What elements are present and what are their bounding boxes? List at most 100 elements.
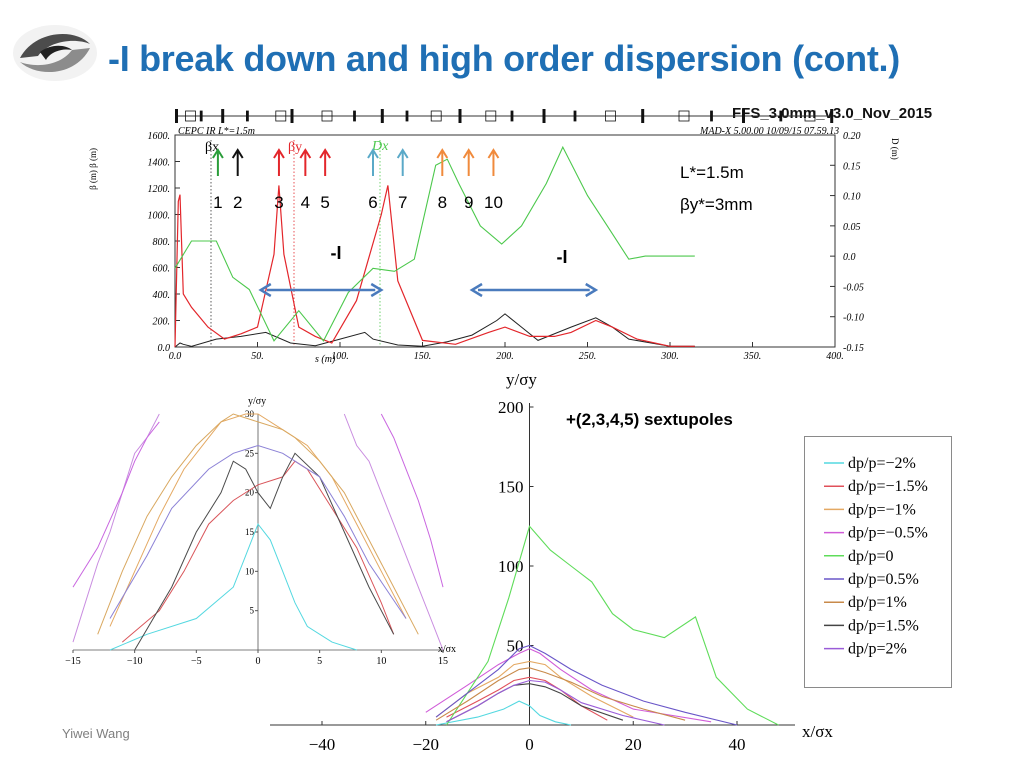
lattice-element (804, 110, 816, 122)
x-tick-label: 250. (579, 351, 597, 362)
left-x-tick: −10 (127, 656, 143, 667)
y2-axis-ticks: -0.15 -0.10 -0.05 0.0 0.05 0.10 0.15 0.20 (830, 131, 864, 354)
sextupole-arrowhead (396, 148, 409, 159)
left-y-tick: 20 (245, 488, 255, 498)
x-tick-label: 200. (496, 351, 514, 362)
right-x-tick: −40 (309, 735, 336, 754)
y-tick-label: 200. (153, 317, 171, 328)
legend-entry: dp/p=−1% (848, 501, 916, 518)
x-tick-label: 150. (414, 351, 432, 362)
left-series-line (97, 413, 419, 635)
lattice-element (405, 110, 409, 122)
lattice-element (221, 109, 225, 123)
right-x-tick: 40 (729, 735, 746, 754)
sextupole-arrowhead (462, 148, 475, 159)
left-plot-series (72, 413, 444, 651)
left-y-tick: 5 (250, 606, 255, 616)
x-tick-label: 300. (660, 351, 679, 362)
y-tick-label: 800. (153, 237, 171, 248)
left-series-line (72, 421, 160, 588)
y-tick-label: 600. (153, 264, 171, 275)
span-arrowhead-right (370, 282, 384, 298)
lattice-element (353, 110, 356, 122)
left-x-tick: −5 (191, 656, 202, 667)
right-plot-axes: −40 −20 0 20 40 50 100 150 200 (270, 398, 795, 754)
sextupole-arrowhead (487, 148, 500, 159)
y-tick-label: 1400. (148, 158, 171, 169)
footer-author: Yiwei Wang (62, 726, 130, 741)
y2-tick-label: 0.20 (843, 131, 861, 142)
lattice-series (174, 145, 695, 348)
right-series-line (435, 644, 738, 726)
x-axis-label: s (m) (315, 354, 336, 365)
left-series-line (109, 413, 407, 627)
plot-header-left: CEPC IR L*=1.5m (178, 126, 255, 137)
x-tick-label: 350. (743, 351, 762, 362)
right-series-line (435, 660, 634, 718)
left-plot-xlabel: x/σx (438, 644, 456, 655)
lattice-element (485, 110, 497, 122)
sextupole-number: 6 (368, 193, 377, 212)
lattice-element (430, 110, 442, 122)
lattice-element (779, 110, 783, 122)
left-y-tick: 15 (245, 527, 255, 537)
right-x-tick: −20 (412, 735, 439, 754)
left-series-line (343, 413, 444, 651)
sextupole-markers: 1 2 3 4 5 6 7 8 9 10 (212, 148, 503, 212)
param-lstar: L*=1.5m (680, 163, 744, 182)
left-x-tick: 5 (317, 656, 322, 667)
lattice-element (573, 110, 577, 122)
sextupole-arrowhead (299, 148, 312, 159)
lattice-element (290, 109, 294, 123)
left-x-tick: 10 (376, 656, 386, 667)
sextupole-number: 8 (438, 193, 447, 212)
right-series-line (435, 700, 572, 726)
x-tick-label: 50. (251, 351, 264, 362)
slide-title: -I break down and high order dispersion … (108, 38, 900, 79)
minus-i-spans (258, 282, 599, 298)
lattice-elements-strip (175, 109, 835, 123)
right-plot-ylabel: y/σy (506, 370, 537, 389)
left-series-line (134, 452, 395, 651)
left-axis-label: β (m) β (m) (88, 148, 98, 190)
left-series-line (72, 413, 160, 643)
sextupole-arrowhead (436, 148, 449, 159)
left-x-tick: 15 (438, 656, 448, 667)
y2-tick-label: 0.05 (843, 222, 861, 233)
minus-i-label-2: -I (557, 247, 568, 267)
sextupole-number: 9 (464, 193, 473, 212)
y2-tick-label: -0.15 (843, 343, 864, 354)
right-plot-title: +(2,3,4,5) sextupoles (566, 410, 733, 429)
left-series-line (380, 413, 444, 588)
lattice-element (710, 110, 713, 122)
lattice-element (742, 109, 745, 123)
lattice-element (185, 110, 196, 122)
right-series-line (446, 525, 779, 726)
y-tick-label: 400. (153, 290, 171, 301)
right-y-tick: 200 (498, 398, 524, 417)
x-tick-label: 100. (331, 351, 349, 362)
y2-tick-label: 0.10 (843, 192, 861, 203)
sextupole-arrowhead (319, 148, 331, 159)
y-tick-label: 0.0 (158, 343, 171, 354)
lattice-function-plot: CEPC IR L*=1.5m MAD-X 5.00.00 10/09/15 0… (88, 109, 900, 365)
span-arrowhead-right (585, 282, 599, 298)
right-series-line (446, 679, 665, 726)
lattice-element (175, 109, 178, 123)
x-tick-label: 0.0 (169, 351, 182, 362)
beta-x-label: βx (205, 140, 219, 155)
legend-entry: dp/p=0.5% (848, 571, 919, 588)
series-beta-x (174, 313, 695, 348)
lattice-element (510, 110, 514, 122)
right-y-tick: 100 (498, 557, 524, 576)
right-y-tick: 150 (498, 478, 524, 497)
lattice-element (641, 109, 645, 123)
legend-entry: dp/p=−2% (848, 455, 916, 472)
lattice-element (245, 110, 249, 122)
sextupole-arrowhead (231, 148, 244, 159)
y2-tick-label: -0.10 (843, 313, 864, 324)
sextupole-number: 3 (274, 193, 283, 212)
y-tick-label: 1600. (148, 131, 171, 142)
left-plot-ylabel: y/σy (248, 396, 266, 407)
